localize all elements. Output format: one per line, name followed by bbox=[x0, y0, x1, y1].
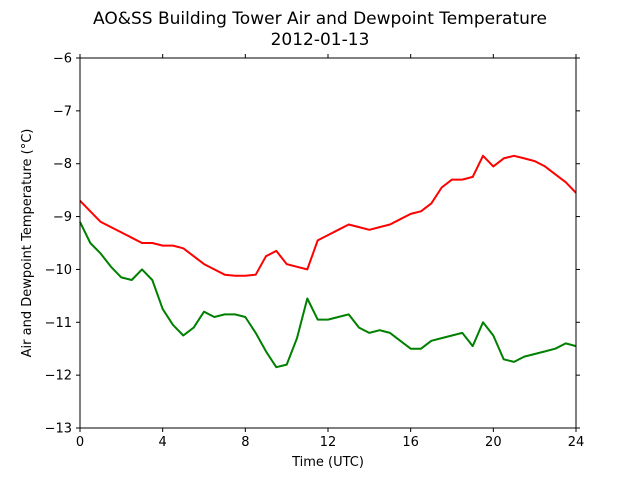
plot-series-group bbox=[79, 154, 577, 369]
x-axis-label: Time (UTC) bbox=[291, 455, 364, 470]
y-axis: −13 −12 −11 −10 −9 −8 −7 −6 bbox=[45, 52, 580, 437]
y-tick-label: −8 bbox=[53, 157, 72, 172]
y-tick-label: −13 bbox=[45, 422, 72, 437]
chart-title: AO&SS Building Tower Air and Dewpoint Te… bbox=[93, 9, 547, 29]
y-tick-label: −12 bbox=[45, 369, 72, 384]
y-tick-label: −11 bbox=[45, 316, 72, 331]
x-axis: 0 4 8 12 16 20 24 bbox=[76, 54, 584, 450]
y-tick-label: −10 bbox=[45, 263, 72, 278]
x-tick-label: 20 bbox=[485, 435, 502, 450]
series-line-1 bbox=[79, 221, 577, 369]
series-line-0 bbox=[79, 154, 577, 277]
x-tick-label: 0 bbox=[76, 435, 84, 450]
x-tick-label: 16 bbox=[402, 435, 419, 450]
y-tick-label: −6 bbox=[53, 52, 72, 67]
x-tick-label: 4 bbox=[159, 435, 167, 450]
x-tick-label: 8 bbox=[241, 435, 249, 450]
y-tick-label: −7 bbox=[53, 104, 72, 119]
y-axis-label: Air and Dewpoint Temperature (°C) bbox=[20, 129, 35, 358]
chart-subtitle: 2012-01-13 bbox=[271, 30, 370, 50]
x-tick-label: 24 bbox=[568, 435, 585, 450]
x-tick-label: 12 bbox=[320, 435, 337, 450]
y-tick-label: −9 bbox=[53, 210, 72, 225]
